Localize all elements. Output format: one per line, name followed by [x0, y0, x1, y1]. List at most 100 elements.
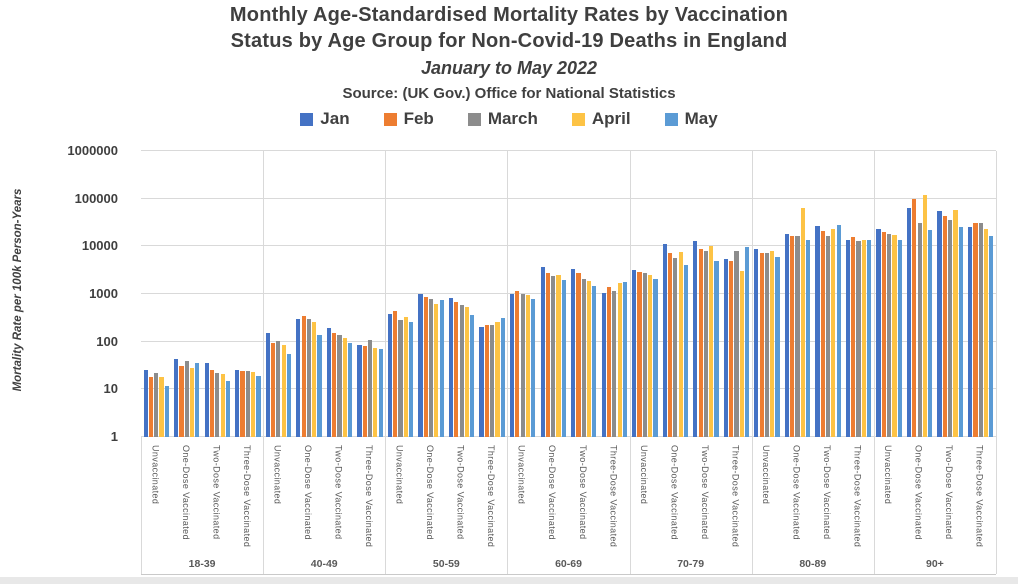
bar-40-49-Unvaccinated-March	[276, 340, 281, 437]
bar-80-89-Two-Dose Vaccinated-Feb	[820, 230, 825, 437]
bar-18-39-One-Dose Vaccinated-Feb	[179, 365, 184, 437]
group-separator	[752, 151, 753, 437]
bar-18-39-Three-Dose Vaccinated-April	[251, 372, 256, 437]
bar-90+-Unvaccinated-Feb	[881, 232, 886, 437]
legend-label-jan: Jan	[320, 109, 350, 128]
bar-40-49-Three-Dose Vaccinated-Feb	[362, 346, 367, 437]
legend-item-jan: Jan	[300, 109, 350, 129]
bar-18-39-Two-Dose Vaccinated-Feb	[209, 369, 215, 437]
bar-80-89-Unvaccinated-May	[775, 256, 780, 437]
bar-80-89-Three-Dose Vaccinated-May	[867, 240, 872, 437]
bar-90+-Two-Dose Vaccinated-Feb	[942, 215, 947, 437]
bar-60-69-Two-Dose Vaccinated-May	[592, 286, 597, 437]
bottom-edge-strip	[0, 577, 1018, 584]
category-label: One-Dose Vaccinated	[425, 445, 436, 540]
y-axis-title: Mortality Rate per 100k Person-Years	[12, 188, 24, 392]
category-label: One-Dose Vaccinated	[669, 445, 680, 540]
bar-18-39-Two-Dose Vaccinated-April	[220, 373, 225, 437]
bar-18-39-Three-Dose Vaccinated-Feb	[240, 371, 245, 437]
category-label: Three-Dose Vaccinated	[852, 445, 863, 548]
bar-40-49-One-Dose Vaccinated-March	[306, 318, 312, 437]
bar-18-39-Unvaccinated-Jan	[143, 369, 148, 437]
category-label-area: Unvaccinated One-Dose Vaccinated Two-Dose …	[141, 437, 997, 575]
gridline-10	[141, 388, 996, 390]
bar-90+-Two-Dose Vaccinated-March	[948, 219, 953, 437]
bar-70-79-Three-Dose Vaccinated-May	[744, 246, 750, 437]
bar-50-59-Unvaccinated-May	[409, 322, 414, 437]
category-label: Two-Dose Vaccinated	[455, 445, 466, 540]
march-swatch-icon	[467, 112, 481, 126]
bar-70-79-One-Dose Vaccinated-April	[678, 251, 683, 437]
bar-18-39-One-Dose Vaccinated-Jan	[174, 358, 179, 437]
bar-60-69-Two-Dose Vaccinated-April	[586, 281, 592, 437]
bar-60-69-Two-Dose Vaccinated-March	[581, 279, 586, 437]
bar-50-59-One-Dose Vaccinated-March	[428, 298, 434, 437]
bar-50-59-Three-Dose Vaccinated-March	[490, 325, 495, 437]
bar-80-89-One-Dose Vaccinated-May	[806, 240, 811, 437]
bar-50-59-Unvaccinated-Feb	[393, 311, 398, 437]
bar-80-89-One-Dose Vaccinated-March	[795, 236, 800, 437]
bar-60-69-Three-Dose Vaccinated-May	[622, 282, 627, 437]
gridline-1000	[141, 293, 996, 294]
bar-90+-Three-Dose Vaccinated-Jan	[968, 226, 973, 437]
bar-90+-Three-Dose Vaccinated-May	[989, 236, 994, 437]
bar-90+-Two-Dose Vaccinated-Jan	[937, 210, 942, 437]
gridline-100000	[141, 197, 996, 199]
bar-80-89-Two-Dose Vaccinated-Jan	[815, 225, 820, 437]
plot-area	[141, 150, 997, 437]
bar-50-59-Two-Dose Vaccinated-March	[459, 305, 464, 437]
bar-80-89-Two-Dose Vaccinated-May	[836, 224, 841, 437]
legend-label-march: March	[487, 109, 538, 128]
bar-50-59-Three-Dose Vaccinated-Jan	[479, 327, 484, 437]
bar-80-89-Unvaccinated-Feb	[759, 252, 764, 437]
bar-80-89-Two-Dose Vaccinated-March	[825, 235, 831, 437]
bar-90+-Unvaccinated-Jan	[876, 229, 881, 437]
bar-50-59-Three-Dose Vaccinated-April	[495, 321, 500, 437]
category-label: Unvaccinated	[272, 445, 283, 505]
category-label: Unvaccinated	[394, 445, 405, 505]
bar-40-49-One-Dose Vaccinated-April	[312, 321, 317, 437]
chart-source: Source: (UK Gov.) Office for National St…	[342, 85, 676, 102]
bar-60-69-Unvaccinated-March	[520, 294, 525, 437]
bar-60-69-Unvaccinated-Jan	[509, 294, 515, 437]
legend-item-feb: Feb	[383, 109, 434, 129]
age-group-label: 90+	[926, 558, 944, 570]
group-separator	[752, 437, 753, 574]
bar-60-69-Three-Dose Vaccinated-Feb	[606, 287, 612, 437]
bar-40-49-Three-Dose Vaccinated-Jan	[357, 344, 362, 437]
y-tick-label-10: 10	[103, 381, 118, 397]
group-separator	[507, 151, 508, 437]
bar-50-59-One-Dose Vaccinated-Feb	[423, 297, 428, 437]
bar-18-39-Two-Dose Vaccinated-Jan	[204, 363, 209, 437]
bar-18-39-Three-Dose Vaccinated-March	[245, 371, 250, 437]
bar-60-69-Two-Dose Vaccinated-Feb	[576, 273, 581, 437]
bar-60-69-One-Dose Vaccinated-April	[556, 275, 561, 437]
bar-90+-One-Dose Vaccinated-Jan	[906, 207, 912, 437]
bar-70-79-Two-Dose Vaccinated-May	[714, 261, 719, 437]
legend-label-may: May	[684, 109, 718, 128]
gridline-10000	[141, 245, 996, 247]
bar-70-79-Two-Dose Vaccinated-Feb	[698, 248, 703, 437]
category-label: Three-Dose Vaccinated	[608, 445, 619, 548]
bar-80-89-Unvaccinated-March	[764, 252, 770, 437]
bar-60-69-Three-Dose Vaccinated-April	[617, 283, 622, 437]
gridline-100	[141, 340, 996, 342]
bar-50-59-One-Dose Vaccinated-May	[439, 300, 444, 437]
bar-60-69-One-Dose Vaccinated-Jan	[540, 266, 545, 437]
group-separator	[996, 151, 997, 437]
chart-subtitle: January to May 2022	[420, 58, 598, 78]
bar-70-79-Unvaccinated-May	[653, 278, 658, 437]
legend-item-may: May	[664, 109, 718, 129]
bar-40-49-Three-Dose Vaccinated-March	[367, 340, 373, 437]
bar-18-39-Unvaccinated-Feb	[148, 377, 154, 437]
legend: Jan Feb March April May	[0, 109, 1018, 129]
bar-18-39-Unvaccinated-April	[159, 377, 164, 437]
bar-40-49-Three-Dose Vaccinated-May	[378, 348, 383, 437]
chart-title-line1: Monthly Age-Standardised Mortality Rates…	[229, 4, 789, 26]
bar-18-39-Unvaccinated-May	[164, 385, 169, 437]
bar-70-79-Unvaccinated-March	[642, 272, 647, 437]
chart-title-line2: Status by Age Group for Non-Covid-19 Dea…	[230, 30, 788, 52]
bar-70-79-Three-Dose Vaccinated-Jan	[723, 259, 728, 437]
group-separator	[263, 437, 264, 574]
bar-40-49-Two-Dose Vaccinated-March	[337, 334, 342, 437]
